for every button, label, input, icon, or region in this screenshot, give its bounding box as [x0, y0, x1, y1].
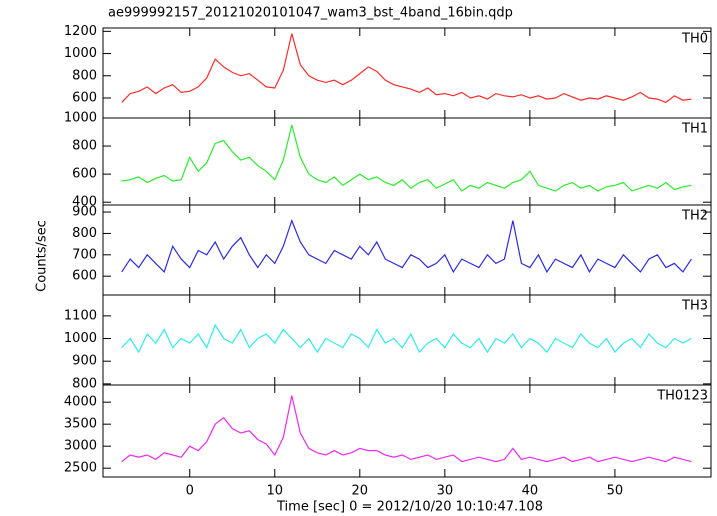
y-tick-label: 3000	[64, 439, 97, 454]
y-tick-label: 4000	[64, 395, 97, 410]
panel-label: TH0123	[656, 389, 708, 404]
x-tick-label: 10	[266, 484, 283, 499]
panel-frame	[102, 117, 712, 206]
data-line	[121, 33, 692, 104]
y-tick-label: 600	[72, 167, 97, 182]
y-tick-label: 1100	[64, 308, 97, 323]
y-tick-label: 3500	[64, 417, 97, 432]
panel-frame	[102, 384, 712, 478]
panel-frame	[102, 204, 712, 296]
data-line	[121, 218, 692, 274]
panel-label: TH2	[681, 209, 708, 224]
y-tick-label: 1000	[64, 111, 97, 126]
x-tick-label: 40	[522, 484, 539, 499]
y-tick-label: 1200	[64, 24, 97, 39]
y-tick-label: 2500	[64, 461, 97, 476]
y-tick-label: 900	[72, 354, 97, 369]
panel-label: TH1	[681, 122, 708, 137]
panel-label: TH0	[681, 32, 708, 47]
y-tick-label: 800	[72, 376, 97, 391]
panel-label: TH3	[681, 299, 708, 314]
y-tick-label: 1000	[64, 46, 97, 61]
y-tick-label: 800	[72, 68, 97, 83]
y-tick-label: 600	[72, 269, 97, 284]
panel-frame	[102, 27, 712, 119]
x-axis-label: Time [sec] 0 = 2012/10/20 10:10:47.108	[276, 500, 543, 515]
y-tick-label: 400	[72, 195, 97, 210]
y-tick-label: 800	[72, 226, 97, 241]
data-line	[121, 395, 692, 463]
x-tick-label: 20	[352, 484, 369, 499]
x-tick-label: 30	[437, 484, 454, 499]
x-tick-label: 0	[186, 484, 194, 499]
y-tick-label: 1000	[64, 331, 97, 346]
x-tick-label: 50	[607, 484, 624, 499]
y-tick-label: 600	[72, 91, 97, 106]
data-line	[121, 124, 692, 192]
chart-title: ae999992157_20121020101047_wam3_bst_4ban…	[108, 6, 513, 21]
y-axis-label: Counts/sec	[35, 220, 50, 292]
data-line	[121, 323, 692, 354]
y-tick-label: 700	[72, 247, 97, 262]
y-tick-label: 900	[72, 205, 97, 220]
y-tick-label: 800	[72, 139, 97, 154]
